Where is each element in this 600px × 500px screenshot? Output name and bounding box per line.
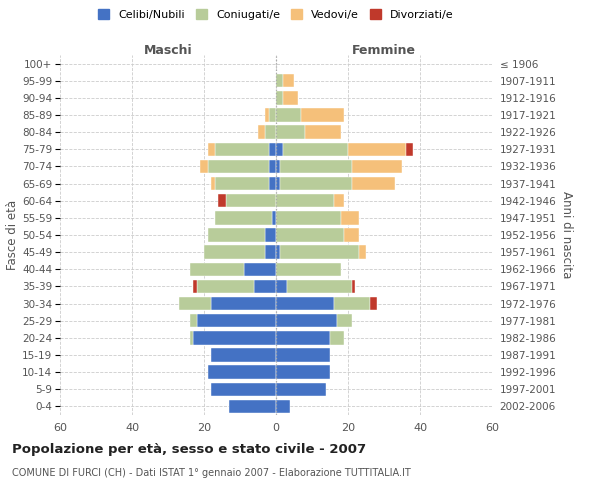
Bar xyxy=(283,91,298,104)
Text: COMUNE DI FURCI (CH) - Dati ISTAT 1° gennaio 2007 - Elaborazione TUTTITALIA.IT: COMUNE DI FURCI (CH) - Dati ISTAT 1° gen… xyxy=(12,468,411,477)
Bar xyxy=(200,160,208,173)
Bar xyxy=(276,297,334,310)
Bar xyxy=(211,177,215,190)
Bar xyxy=(276,331,330,344)
Bar xyxy=(208,228,265,241)
Bar xyxy=(208,160,269,173)
Bar xyxy=(280,160,352,173)
Bar xyxy=(269,160,276,173)
Bar xyxy=(280,246,359,259)
Bar xyxy=(276,382,326,396)
Bar xyxy=(211,297,276,310)
Text: Popolazione per età, sesso e stato civile - 2007: Popolazione per età, sesso e stato civil… xyxy=(12,442,366,456)
Bar xyxy=(190,314,197,328)
Bar xyxy=(330,331,344,344)
Bar xyxy=(215,177,269,190)
Bar xyxy=(287,280,352,293)
Bar xyxy=(193,280,197,293)
Bar xyxy=(337,314,352,328)
Bar xyxy=(276,400,290,413)
Bar xyxy=(258,126,265,139)
Bar xyxy=(276,108,301,122)
Bar xyxy=(280,177,352,190)
Bar xyxy=(211,382,276,396)
Bar xyxy=(204,246,265,259)
Bar xyxy=(370,297,377,310)
Bar xyxy=(272,211,276,224)
Bar xyxy=(254,280,276,293)
Bar xyxy=(265,108,269,122)
Bar xyxy=(276,126,305,139)
Bar xyxy=(208,366,276,379)
Bar xyxy=(197,314,276,328)
Y-axis label: Fasce di età: Fasce di età xyxy=(7,200,19,270)
Bar xyxy=(269,177,276,190)
Bar xyxy=(283,142,348,156)
Bar xyxy=(276,314,337,328)
Bar xyxy=(341,211,359,224)
Bar xyxy=(269,142,276,156)
Bar xyxy=(215,142,269,156)
Bar xyxy=(276,348,330,362)
Bar xyxy=(276,228,344,241)
Bar xyxy=(269,108,276,122)
Bar xyxy=(197,280,254,293)
Bar xyxy=(179,297,211,310)
Bar xyxy=(193,331,276,344)
Bar xyxy=(276,177,280,190)
Text: Femmine: Femmine xyxy=(352,44,416,57)
Bar xyxy=(348,142,406,156)
Bar xyxy=(276,211,341,224)
Bar xyxy=(244,262,276,276)
Bar xyxy=(352,280,355,293)
Bar xyxy=(265,246,276,259)
Bar xyxy=(226,194,276,207)
Legend: Celibi/Nubili, Coniugati/e, Vedovi/e, Divorziati/e: Celibi/Nubili, Coniugati/e, Vedovi/e, Di… xyxy=(94,5,458,24)
Bar xyxy=(276,280,287,293)
Bar xyxy=(190,262,244,276)
Bar xyxy=(334,194,344,207)
Bar xyxy=(276,91,283,104)
Bar xyxy=(265,126,276,139)
Bar xyxy=(276,194,334,207)
Bar xyxy=(352,177,395,190)
Bar xyxy=(190,331,193,344)
Text: Maschi: Maschi xyxy=(143,44,193,57)
Bar xyxy=(229,400,276,413)
Bar xyxy=(215,211,272,224)
Bar xyxy=(276,160,280,173)
Bar xyxy=(406,142,413,156)
Y-axis label: Anni di nascita: Anni di nascita xyxy=(560,192,573,278)
Bar xyxy=(276,366,330,379)
Bar xyxy=(334,297,370,310)
Bar xyxy=(283,74,294,88)
Bar xyxy=(276,262,341,276)
Bar xyxy=(352,160,402,173)
Bar xyxy=(276,246,280,259)
Bar xyxy=(265,228,276,241)
Bar xyxy=(276,74,283,88)
Bar xyxy=(359,246,366,259)
Bar xyxy=(208,142,215,156)
Bar xyxy=(276,142,283,156)
Bar xyxy=(344,228,359,241)
Bar xyxy=(211,348,276,362)
Bar xyxy=(305,126,341,139)
Bar xyxy=(301,108,344,122)
Bar xyxy=(218,194,226,207)
